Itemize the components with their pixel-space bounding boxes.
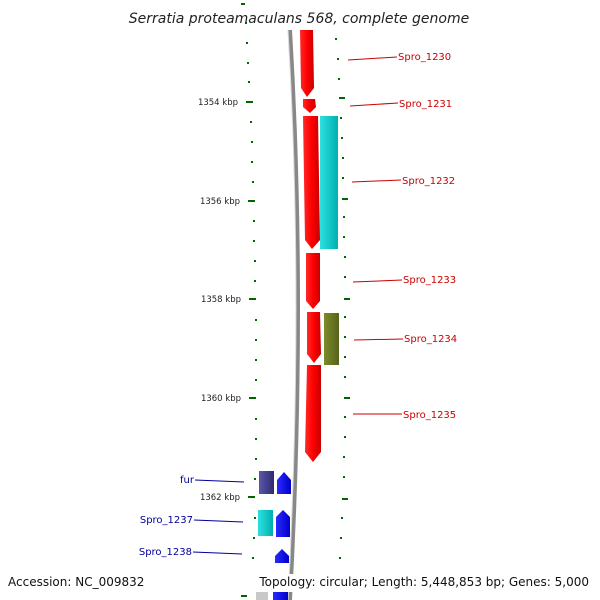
gene-label[interactable]: Spro_1233 — [403, 275, 456, 286]
gene-spro-1230[interactable] — [300, 30, 314, 97]
gene-label[interactable]: Spro_1234 — [404, 334, 457, 345]
axis-tick-1356: 1356 kbp — [200, 197, 255, 207]
label-fur[interactable]: fur — [180, 475, 245, 486]
purple-feature-fur[interactable] — [259, 471, 274, 494]
label-spro-1233[interactable]: Spro_1233 — [352, 275, 456, 286]
gene-spro-1238[interactable] — [275, 549, 289, 563]
gene-label[interactable]: Spro_1235 — [403, 410, 456, 421]
label-spro-1237[interactable]: Spro_1237 — [140, 515, 244, 526]
gene-label[interactable]: Spro_1232 — [402, 176, 455, 187]
gene-label[interactable]: fur — [180, 475, 195, 486]
label-spro-1234[interactable]: Spro_1234 — [353, 334, 457, 345]
gene-fur[interactable] — [277, 472, 291, 494]
olive-feature-spro-1234[interactable] — [324, 313, 339, 365]
label-spro-1235[interactable]: Spro_1235 — [353, 410, 456, 421]
axis-tick-label: 1356 kbp — [200, 197, 240, 207]
left-scale-ticks — [241, 3, 257, 597]
genome-backbone — [288, 29, 300, 600]
axis-tick-label: 1360 kbp — [201, 394, 241, 404]
genome-backbone-highlight — [287, 29, 297, 600]
label-spro-1230[interactable]: Spro_1230 — [347, 52, 451, 63]
axis-tick-1358: 1358 kbp — [201, 295, 256, 305]
axis-tick-1362: 1362 kbp — [200, 493, 255, 503]
label-spro-1232[interactable]: Spro_1232 — [351, 176, 455, 187]
topology-text: Topology: circular; Length: 5,448,853 bp… — [258, 575, 589, 589]
gene-spro-1233[interactable] — [306, 253, 320, 309]
footer-topology-background — [236, 574, 592, 592]
gene-spro-1232[interactable] — [303, 116, 320, 249]
axis-tick-label: 1354 kbp — [198, 98, 238, 108]
axis-tick-1360: 1360 kbp — [201, 394, 256, 404]
accession-text: Accession: NC_009832 — [8, 575, 144, 589]
axis-tick-label: 1358 kbp — [201, 295, 241, 305]
gene-label[interactable]: Spro_1238 — [139, 547, 192, 558]
label-spro-1231[interactable]: Spro_1231 — [349, 99, 452, 110]
axis-tick-label: 1362 kbp — [200, 493, 240, 503]
right-scale-ticks — [335, 38, 350, 559]
axis-tick-1354: 1354 kbp — [198, 98, 253, 108]
cyan-feature-spro-1232[interactable] — [320, 116, 338, 249]
gene-label[interactable]: Spro_1237 — [140, 515, 193, 526]
gene-spro-1231[interactable] — [303, 99, 316, 113]
gene-spro-1237[interactable] — [276, 510, 290, 537]
label-spro-1238[interactable]: Spro_1238 — [139, 547, 243, 558]
gene-spro-1234[interactable] — [307, 312, 321, 363]
cyan-feature-spro-1237[interactable] — [258, 510, 273, 536]
map-title: Serratia proteamaculans 568, complete ge… — [129, 11, 469, 27]
gene-spro-1235[interactable] — [305, 365, 321, 462]
gene-label[interactable]: Spro_1231 — [399, 99, 452, 110]
gene-label[interactable]: Spro_1230 — [398, 52, 451, 63]
